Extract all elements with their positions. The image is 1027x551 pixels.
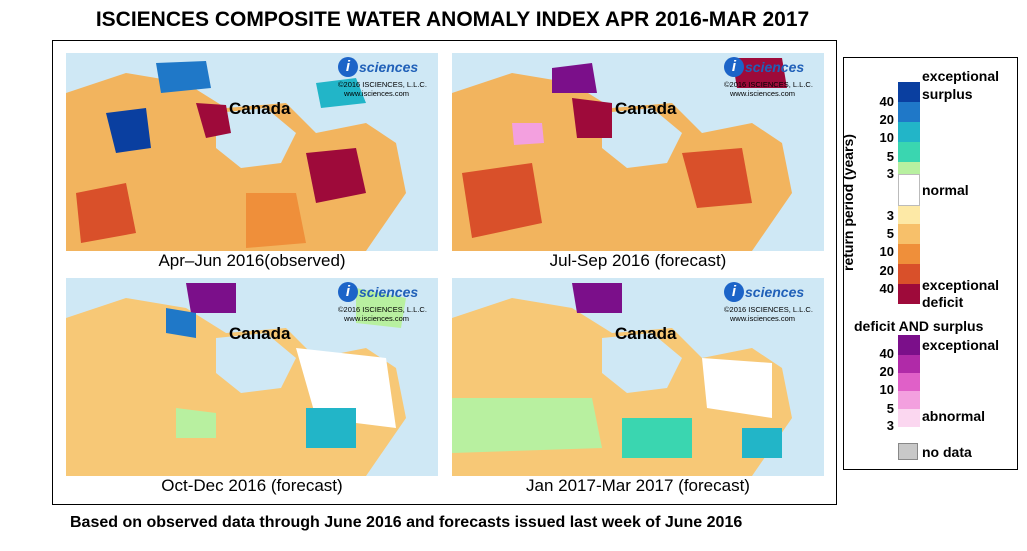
map-panel-jul-sep-2016: Canada i sciences ©2016 ISCIENCES, L.L.C.… xyxy=(452,53,824,275)
legend-swatch-both-3 xyxy=(898,409,920,427)
legend-swatch-surplus-10 xyxy=(898,122,920,142)
legend-both-bottom: abnormal xyxy=(922,408,986,424)
legend-swatch-deficit-20 xyxy=(898,264,920,284)
country-label: Canada xyxy=(229,99,291,118)
legend-swatch-no-data xyxy=(898,443,918,460)
country-label: Canada xyxy=(229,324,291,343)
legend-swatch-both-40 xyxy=(898,335,920,355)
anomaly-map xyxy=(66,53,438,251)
maps-frame xyxy=(52,40,837,505)
anomaly-map xyxy=(66,278,438,476)
tick: 5 xyxy=(886,149,894,164)
legend: return period (years) exceptional surplu… xyxy=(840,57,1018,470)
legend-no-data-label: no data xyxy=(922,444,972,460)
legend-swatch-surplus-3 xyxy=(898,162,920,174)
legend-normal-label: normal xyxy=(922,182,969,198)
tick: 3 xyxy=(886,166,894,181)
tick: 40 xyxy=(879,94,894,109)
country-label: Canada xyxy=(615,324,677,343)
legend-swatch-deficit-3 xyxy=(898,206,920,224)
legend-swatch-both-5 xyxy=(898,391,920,409)
tick: 3 xyxy=(886,208,894,223)
tick: 20 xyxy=(879,364,894,379)
page-title: ISCIENCES COMPOSITE WATER ANOMALY INDEX … xyxy=(95,8,810,31)
legend-surplus-label: exceptional xyxy=(922,68,1000,84)
footnote: Based on observed data through June 2016… xyxy=(70,514,743,531)
legend-swatch-both-20 xyxy=(898,355,920,373)
legend-swatch-surplus-5 xyxy=(898,142,920,162)
map-caption: Apr–Jun 2016(observed) xyxy=(158,251,346,270)
map-image xyxy=(66,278,438,476)
legend-deficit-label-2: deficit xyxy=(922,294,964,310)
tick: 5 xyxy=(886,401,894,416)
map-image xyxy=(452,53,824,251)
legend-both-top: exceptional xyxy=(922,337,1000,353)
tick: 10 xyxy=(879,382,894,397)
tick: 3 xyxy=(886,418,894,433)
tick: 20 xyxy=(879,112,894,127)
legend-swatch-normal xyxy=(898,174,920,206)
anomaly-map xyxy=(452,278,824,476)
legend-swatch-deficit-10 xyxy=(898,244,920,264)
tick: 40 xyxy=(879,281,894,296)
legend-both-title: deficit AND surplus xyxy=(854,318,984,334)
map-caption: Jan 2017-Mar 2017 (forecast) xyxy=(526,476,750,495)
map-image xyxy=(452,278,824,476)
legend-swatch-deficit-40 xyxy=(898,284,920,304)
country-label: Canada xyxy=(615,99,677,118)
tick: 40 xyxy=(879,346,894,361)
legend-axis-label: return period (years) xyxy=(840,134,856,271)
tick: 10 xyxy=(879,130,894,145)
legend-swatch-deficit-5 xyxy=(898,224,920,244)
tick: 5 xyxy=(886,226,894,241)
legend-swatch-both-10 xyxy=(898,373,920,391)
map-caption: Oct-Dec 2016 (forecast) xyxy=(161,476,343,495)
legend-surplus-label-2: surplus xyxy=(922,86,973,102)
legend-swatch-surplus-20 xyxy=(898,102,920,122)
map-panel-apr-jun-2016: Canada i sciences ©2016 ISCIENCES, L.L.C.… xyxy=(66,53,438,275)
map-caption: Jul-Sep 2016 (forecast) xyxy=(549,251,727,270)
anomaly-map xyxy=(452,53,824,251)
tick: 10 xyxy=(879,244,894,259)
map-panel-jan-mar-2017: Canada i sciences ©2016 ISCIENCES, L.L.C.… xyxy=(452,278,824,500)
map-panel-oct-dec-2016: Canada i sciences ©2016 ISCIENCES, L.L.C.… xyxy=(66,278,438,500)
legend-swatch-surplus-40 xyxy=(898,82,920,102)
map-image xyxy=(66,53,438,251)
tick: 20 xyxy=(879,263,894,278)
legend-deficit-label: exceptional xyxy=(922,277,1000,293)
